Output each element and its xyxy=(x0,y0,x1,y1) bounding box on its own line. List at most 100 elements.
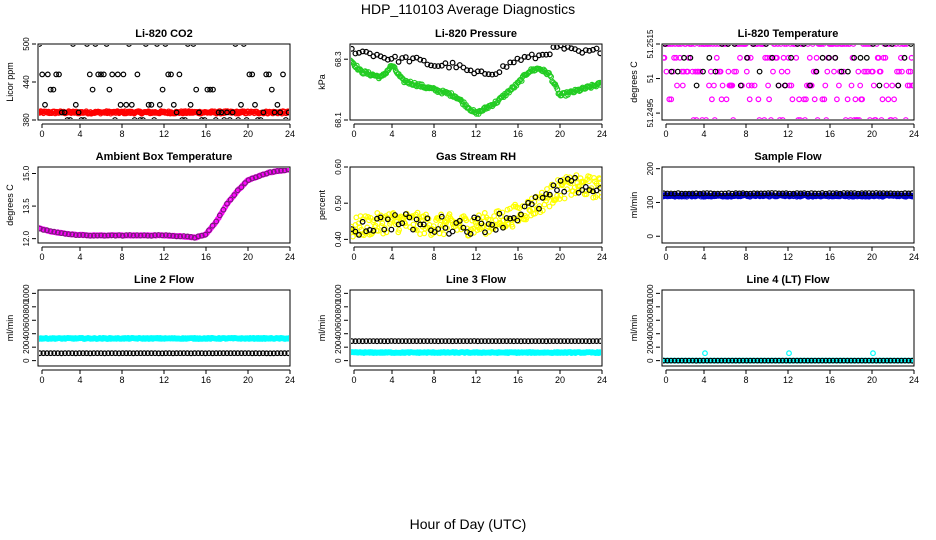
data-point xyxy=(209,350,216,357)
data-point xyxy=(804,357,811,364)
data-point xyxy=(188,233,194,240)
data-point xyxy=(832,54,839,61)
plot-frame xyxy=(661,43,915,121)
data-point xyxy=(204,86,211,93)
data-point xyxy=(725,357,732,364)
data-point xyxy=(413,216,420,223)
data-point xyxy=(666,96,673,103)
data-point xyxy=(83,232,90,239)
data-point xyxy=(510,59,517,66)
data-point xyxy=(855,68,862,75)
data-point xyxy=(808,357,815,364)
data-point xyxy=(478,68,485,75)
data-point xyxy=(543,191,550,197)
x-tick-label: 20 xyxy=(243,129,253,139)
data-point xyxy=(278,168,284,174)
data-point xyxy=(249,350,256,357)
x-tick-label: 16 xyxy=(513,129,523,139)
data-point xyxy=(105,232,112,239)
x-tick-label: 20 xyxy=(243,375,253,385)
data-point xyxy=(384,338,391,345)
data-point xyxy=(882,45,889,47)
data-point xyxy=(554,338,560,345)
data-point xyxy=(844,96,851,103)
data-point xyxy=(801,96,807,103)
data-point xyxy=(224,350,230,357)
data-point xyxy=(699,117,705,119)
x-tick-label: 8 xyxy=(743,129,748,139)
data-point xyxy=(184,350,191,357)
panel-co2: Li-820 CO2 0 4 8 12 16 20 24 380 440 500 Licor ppm xyxy=(5,28,295,139)
data-point xyxy=(119,350,126,357)
data-point xyxy=(862,190,869,197)
data-point xyxy=(663,357,667,364)
data-point xyxy=(428,62,434,69)
data-point xyxy=(863,68,869,75)
data-point xyxy=(713,54,720,61)
data-point xyxy=(813,68,820,75)
data-point xyxy=(663,68,670,75)
data-point xyxy=(546,191,553,198)
data-point xyxy=(238,350,245,357)
data-point xyxy=(510,338,517,345)
data-point xyxy=(471,229,477,236)
data-point xyxy=(673,54,679,61)
data-point xyxy=(665,45,672,47)
data-point xyxy=(896,68,902,75)
data-point xyxy=(678,357,685,364)
data-point xyxy=(598,193,601,200)
data-point xyxy=(737,54,743,61)
plot-area xyxy=(39,45,289,119)
data-point xyxy=(195,233,202,240)
x-tick-label: 0 xyxy=(39,129,44,139)
data-point xyxy=(388,338,395,344)
x-tick-label: 12 xyxy=(159,129,169,139)
data-point xyxy=(582,183,589,190)
y-tick-label: 51 xyxy=(646,74,655,83)
data-point xyxy=(767,54,773,61)
data-point xyxy=(718,96,725,103)
data-point xyxy=(72,232,79,239)
data-point xyxy=(705,45,711,47)
panel-sampleflow: Sample Flow 0 4 8 12 16 20 24 0 100 200 ml/min xyxy=(629,151,919,262)
data-point xyxy=(736,45,742,47)
data-point xyxy=(213,218,220,225)
data-point xyxy=(206,227,212,234)
data-point xyxy=(471,338,478,344)
data-point xyxy=(850,45,857,47)
data-point xyxy=(557,192,564,199)
plot-area xyxy=(39,335,289,357)
data-point xyxy=(861,68,867,75)
data-point xyxy=(768,357,775,364)
data-point xyxy=(663,54,668,61)
data-point xyxy=(667,45,673,47)
data-point xyxy=(751,82,758,89)
data-point xyxy=(797,190,804,197)
data-point xyxy=(790,190,797,197)
panel-temp820: Li-820 Temperature 0 4 8 12 16 20 24 51.2495 51 51… xyxy=(629,28,919,139)
data-point xyxy=(693,82,700,89)
data-point xyxy=(768,117,774,119)
x-tick-label: 4 xyxy=(77,129,82,139)
x-tick-label: 16 xyxy=(201,129,211,139)
data-point xyxy=(668,96,675,103)
plot-frame xyxy=(661,166,915,244)
data-point xyxy=(546,338,553,345)
data-point xyxy=(532,338,539,345)
data-point xyxy=(731,68,738,75)
data-point xyxy=(891,190,898,197)
data-point xyxy=(395,221,402,228)
data-point xyxy=(518,57,524,63)
data-point xyxy=(514,217,521,224)
data-point xyxy=(788,54,794,61)
data-point xyxy=(500,338,506,345)
data-point xyxy=(234,187,241,194)
data-point xyxy=(819,357,826,364)
data-point xyxy=(366,338,373,345)
data-point xyxy=(359,48,366,55)
data-point xyxy=(141,350,148,357)
data-point xyxy=(438,213,445,220)
y-tick-label: 600 xyxy=(334,313,343,327)
x-tick-label: 16 xyxy=(825,375,835,385)
data-point xyxy=(885,96,892,103)
